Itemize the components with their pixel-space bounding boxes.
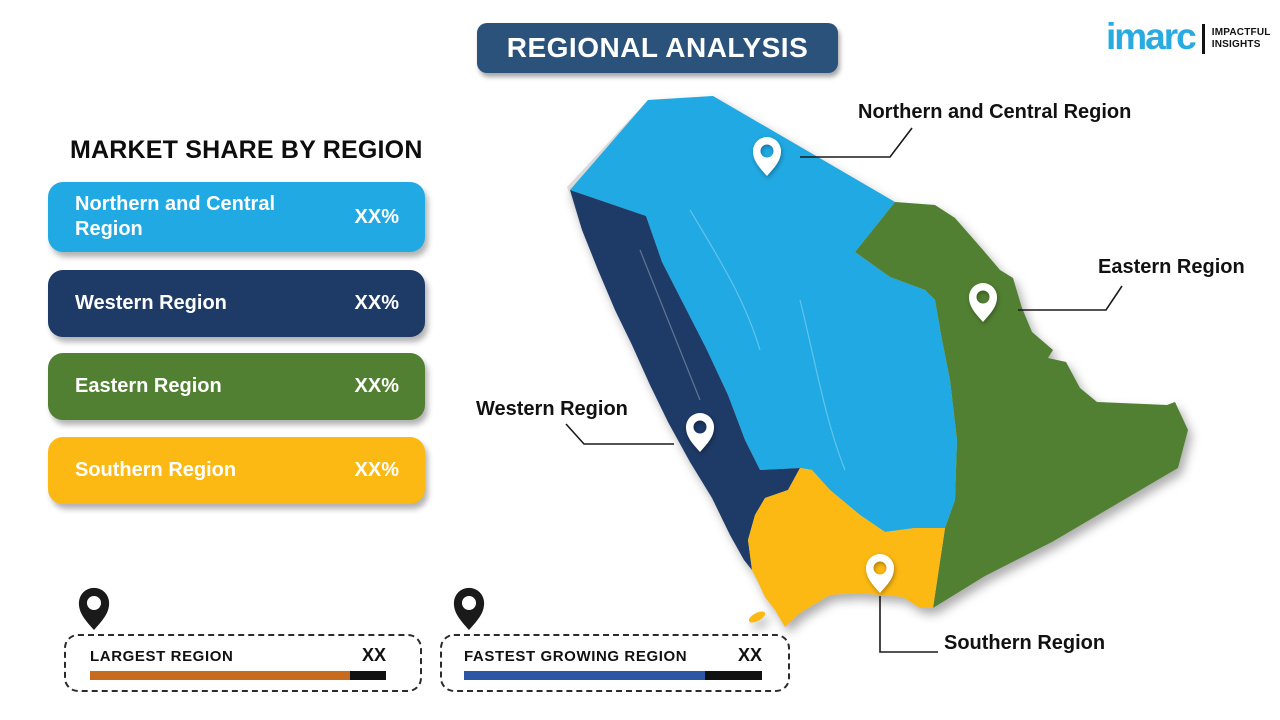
legend-item-eastern: Eastern Region XX% bbox=[48, 353, 425, 420]
bar-main-segment bbox=[464, 671, 706, 680]
location-pin-icon-eastern bbox=[969, 283, 997, 322]
legend-item-value: XX% bbox=[354, 205, 399, 228]
legend-item-value: XX% bbox=[354, 375, 399, 397]
legend-heading: MARKET SHARE BY REGION bbox=[70, 136, 423, 164]
region-northern-central bbox=[570, 96, 957, 532]
map-label-southern: Southern Region bbox=[944, 632, 1106, 654]
largest-region-bar bbox=[90, 671, 386, 680]
largest-region-value: XX bbox=[361, 645, 386, 665]
imarc-logo-text: imarc bbox=[1106, 16, 1197, 57]
page-title: REGIONAL ANALYSIS bbox=[506, 32, 809, 63]
bar-tail-segment bbox=[350, 671, 386, 680]
region-western bbox=[570, 190, 800, 570]
location-pin-icon-southern bbox=[866, 554, 894, 593]
logo-tagline-line1: IMPACTFUL bbox=[1211, 26, 1271, 38]
largest-region-callout: LARGEST REGION XX bbox=[64, 634, 422, 692]
location-pin-icon-northern-central bbox=[753, 137, 781, 176]
legend-item-label: Northern and Central Region bbox=[75, 193, 276, 240]
leader-line-eastern bbox=[1018, 285, 1123, 311]
fastest-growing-region-value: XX bbox=[737, 645, 762, 665]
legend-item-label: Southern Region bbox=[75, 459, 237, 481]
leader-line-northern bbox=[800, 127, 913, 158]
legend-item-value: XX% bbox=[354, 459, 399, 481]
logo-tagline-line2: INSIGHTS bbox=[1211, 38, 1261, 50]
province-line bbox=[639, 249, 701, 401]
map-label-eastern: Eastern Region bbox=[1098, 256, 1245, 278]
legend-item-western: Western Region XX% bbox=[48, 270, 425, 337]
legend-item-label: Eastern Region bbox=[75, 375, 222, 397]
location-pin-icon-largest-region bbox=[78, 587, 110, 630]
map-label-northern-central: Northern and Central Region bbox=[858, 101, 1132, 123]
map-label-western: Western Region bbox=[476, 398, 628, 420]
logo-tagline: IMPACTFUL INSIGHTS bbox=[1212, 27, 1271, 51]
legend-item-value: XX% bbox=[354, 292, 399, 314]
legend-item-southern: Southern Region XX% bbox=[48, 437, 425, 504]
fastest-growing-region-callout: FASTEST GROWING REGION XX bbox=[440, 634, 790, 692]
region-southern bbox=[748, 468, 945, 627]
page-title-box: REGIONAL ANALYSIS bbox=[477, 23, 838, 73]
leader-line-western bbox=[565, 423, 674, 445]
bar-tail-segment bbox=[705, 671, 762, 680]
leader-line-southern bbox=[879, 596, 938, 653]
fastest-growing-region-label: FASTEST GROWING REGION bbox=[464, 648, 688, 665]
farasan-islands bbox=[748, 611, 766, 623]
logo-divider bbox=[1201, 23, 1205, 54]
imarc-logo: imarc IMPACTFUL INSIGHTS bbox=[1106, 18, 1271, 55]
bar-main-segment bbox=[90, 671, 351, 680]
largest-region-label: LARGEST REGION bbox=[90, 648, 234, 665]
legend-item-label: Western Region bbox=[75, 292, 227, 314]
legend-item-northern-central: Northern and Central Region XX% bbox=[48, 182, 425, 252]
province-line bbox=[689, 209, 761, 351]
location-pin-icon-western bbox=[686, 413, 714, 452]
fastest-growing-region-bar bbox=[464, 671, 762, 680]
region-eastern bbox=[855, 202, 1188, 608]
location-pin-icon-fastest-growing-region bbox=[453, 587, 485, 630]
province-line bbox=[799, 299, 846, 471]
